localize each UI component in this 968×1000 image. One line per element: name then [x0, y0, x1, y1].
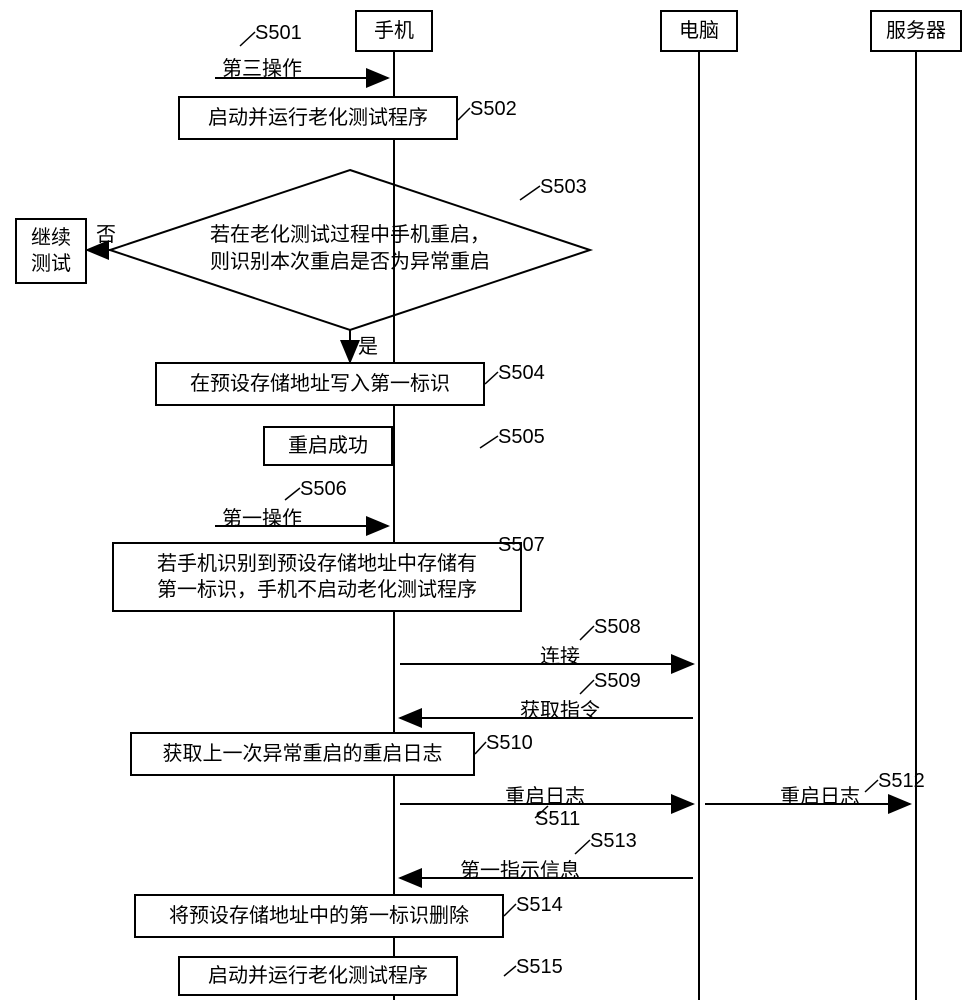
step-s501-id: S501: [255, 22, 302, 45]
step-s508-id: S508: [594, 616, 641, 639]
step-s505-box: 重启成功: [263, 426, 393, 466]
step-s507-id: S507: [498, 534, 545, 557]
actor-phone: 手机: [355, 10, 433, 52]
step-s514-id: S514: [516, 894, 563, 917]
step-s503-no: 否: [96, 218, 116, 247]
step-s511-id: S511: [535, 808, 580, 831]
step-s502-id: S502: [470, 98, 517, 121]
step-s508-label: 连接: [540, 640, 580, 669]
step-s503-text: 若在老化测试过程中手机重启， 则识别本次重启是否为异常重启: [180, 222, 520, 276]
step-s510-id: S510: [486, 732, 533, 755]
step-s509-id: S509: [594, 670, 641, 693]
diagram-svg: [0, 0, 968, 1000]
step-s506-label: 第一操作: [222, 502, 302, 531]
step-s502-box: 启动并运行老化测试程序: [178, 96, 458, 140]
step-s512-label: 重启日志: [780, 780, 860, 809]
actor-pc: 电脑: [660, 10, 738, 52]
step-s513-label: 第一指示信息: [460, 854, 580, 883]
step-s507-box: 若手机识别到预设存储地址中存储有 第一标识，手机不启动老化测试程序: [112, 542, 522, 612]
step-s513-id: S513: [590, 830, 637, 853]
step-s515-box: 启动并运行老化测试程序: [178, 956, 458, 996]
step-s511-label: 重启日志: [505, 780, 585, 809]
step-s510-box: 获取上一次异常重启的重启日志: [130, 732, 475, 776]
step-s505-id: S505: [498, 426, 545, 449]
step-s512-id: S512: [878, 770, 925, 793]
step-s514-box: 将预设存储地址中的第一标识删除: [134, 894, 504, 938]
actor-server: 服务器: [870, 10, 962, 52]
continue-test-box: 继续 测试: [15, 218, 87, 284]
step-s509-label: 获取指令: [520, 694, 600, 723]
step-s503-yes: 是: [358, 330, 378, 359]
step-s501-label: 第三操作: [222, 52, 302, 81]
step-s503-id: S503: [540, 176, 587, 199]
step-s515-id: S515: [516, 956, 563, 979]
step-s506-id: S506: [300, 478, 347, 501]
step-s504-box: 在预设存储地址写入第一标识: [155, 362, 485, 406]
step-s504-id: S504: [498, 362, 545, 385]
